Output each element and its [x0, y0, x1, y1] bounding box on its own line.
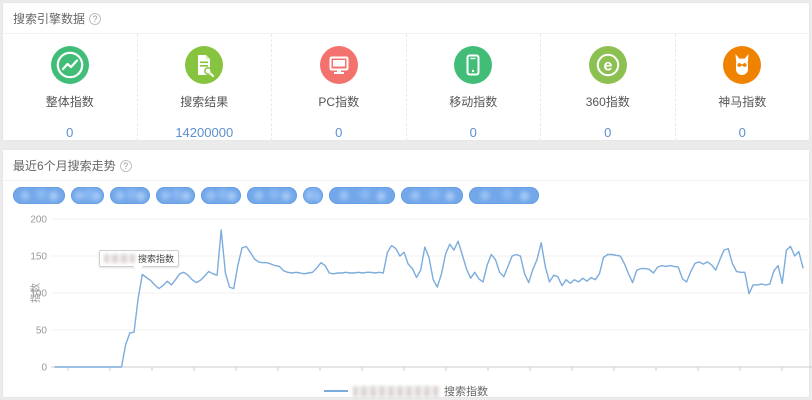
metric-label: 360指数: [585, 95, 630, 109]
search-engine-data-panel: 搜索引擎数据 ? 整体指数 0 搜索结果 14200000: [2, 2, 810, 146]
trend-panel-header: 最近6个月搜索走势 ?: [3, 150, 809, 181]
metric-label: 搜索结果: [180, 95, 229, 109]
search-trend-panel: 最近6个月搜索走势 ? 0 50 100 150 200 指数 搜索指数 搜索指数: [2, 149, 812, 400]
metric-label: PC指数: [318, 95, 360, 109]
legend-item[interactable]: 搜索指数: [3, 381, 809, 400]
tooltip-text: 搜索指数: [137, 254, 174, 264]
legend-line-icon: [324, 390, 348, 392]
blurred-keyword: [104, 254, 135, 263]
metric-label: 神马指数: [718, 95, 767, 109]
metric-value[interactable]: 0: [738, 125, 746, 140]
metric-cards: 整体指数 0 搜索结果 14200000 PC指数: [3, 34, 809, 146]
360-browser-icon: e: [588, 46, 627, 84]
svg-text:50: 50: [36, 326, 48, 337]
legend-label: 搜索指数: [444, 386, 488, 398]
engine-panel-header: 搜索引擎数据 ?: [3, 3, 809, 34]
svg-text:150: 150: [30, 252, 47, 263]
metric-value[interactable]: 0: [604, 125, 612, 140]
metric-label: 整体指数: [45, 95, 94, 109]
metric-label: 移动指数: [449, 95, 498, 109]
metric-card-overall: 整体指数 0: [3, 34, 138, 146]
keyword-tag[interactable]: [303, 186, 323, 204]
trend-panel-title: 最近6个月搜索走势: [13, 159, 116, 173]
metric-card-360: e 360指数 0: [541, 34, 676, 146]
metric-card-shenma: 神马指数 0: [676, 34, 810, 146]
metric-value[interactable]: 0: [66, 125, 74, 140]
chart-tooltip: 搜索指数: [99, 250, 179, 271]
keyword-tag[interactable]: [71, 186, 104, 204]
metric-card-search-results: 搜索结果 14200000: [138, 34, 272, 146]
svg-text:100: 100: [30, 289, 47, 300]
keyword-tag[interactable]: [469, 186, 539, 204]
tooltip-caret: [133, 266, 143, 271]
keyword-tags: [3, 181, 809, 207]
svg-text:0: 0: [41, 363, 47, 374]
keyword-tag[interactable]: [110, 186, 150, 204]
engine-panel-title: 搜索引擎数据: [13, 12, 86, 26]
metric-card-pc: PC指数 0: [272, 34, 407, 146]
trend-chart[interactable]: 0 50 100 150 200 指数 搜索指数: [3, 207, 812, 379]
svg-text:200: 200: [30, 215, 47, 226]
trend-line-icon: [50, 46, 89, 84]
keyword-tag[interactable]: [329, 186, 395, 204]
svg-text:e: e: [603, 58, 612, 75]
keyword-tag[interactable]: [401, 186, 463, 204]
shenma-alpaca-icon: [723, 46, 762, 84]
keyword-tag[interactable]: [156, 186, 195, 204]
metric-value[interactable]: 0: [335, 125, 343, 140]
metric-value[interactable]: 0: [469, 125, 477, 140]
help-icon[interactable]: ?: [119, 159, 132, 172]
keyword-tag[interactable]: [247, 186, 297, 204]
keyword-tag[interactable]: [13, 186, 65, 204]
doc-search-icon: [185, 46, 224, 84]
keyword-tag[interactable]: [201, 186, 241, 204]
help-icon[interactable]: ?: [89, 12, 102, 25]
blurred-keyword: [353, 385, 439, 397]
line-chart-canvas[interactable]: 0 50 100 150 200 指数: [3, 207, 812, 379]
metric-value[interactable]: 14200000: [175, 125, 234, 140]
svg-text:指数: 指数: [29, 283, 42, 303]
smartphone-icon: [454, 46, 493, 84]
monitor-icon: [319, 46, 358, 84]
metric-card-mobile: 移动指数 0: [407, 34, 541, 146]
